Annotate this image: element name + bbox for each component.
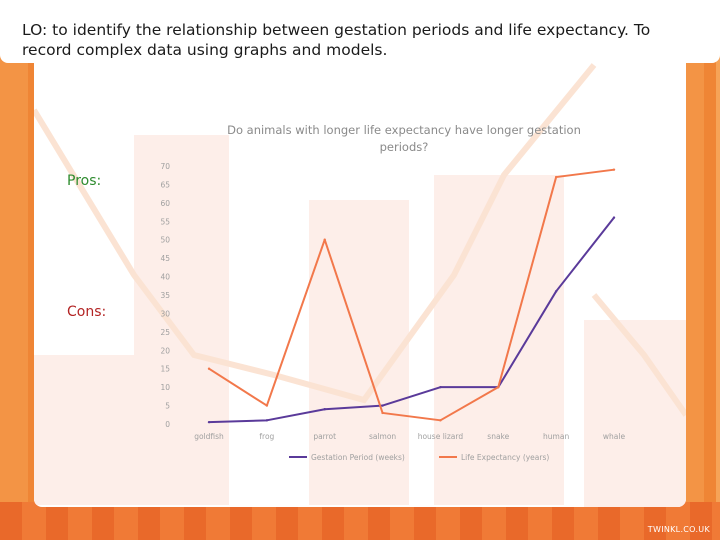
learning-objective: LO: to identify the relationship between… <box>22 21 651 59</box>
y-tick-label: 45 <box>160 254 170 263</box>
decor-block <box>309 200 409 505</box>
x-axis-ticks: goldfish frog parrot salmon house lizard snak… <box>194 432 625 441</box>
learning-objective-box: LO: to identify the relationship between… <box>0 0 720 63</box>
data-point <box>554 290 558 293</box>
decor-block <box>134 135 229 505</box>
chart-title-line: periods? <box>380 140 429 154</box>
y-tick-label: 55 <box>160 217 170 226</box>
y-tick-label: 60 <box>160 199 170 208</box>
x-tick-label: human <box>543 432 569 441</box>
decor-block <box>584 320 686 507</box>
y-tick-label: 70 <box>160 162 170 171</box>
data-point <box>612 216 616 219</box>
chart-title-line: Do animals with longer life expectancy h… <box>227 123 581 137</box>
legend: Gestation Period (weeks) Life Expectancy … <box>289 453 549 462</box>
data-point <box>265 419 269 422</box>
y-tick-label: 35 <box>160 291 170 300</box>
series-line-1 <box>208 216 615 424</box>
x-tick-label: frog <box>259 432 274 441</box>
cons-label: Cons: <box>67 304 107 320</box>
decor-line <box>591 293 686 417</box>
y-tick-label: 65 <box>160 180 170 189</box>
x-tick-label: parrot <box>313 432 336 441</box>
data-point <box>207 420 211 424</box>
legend-label: Life Expectancy (years) <box>461 453 549 462</box>
data-point <box>207 367 211 370</box>
data-point <box>439 419 442 422</box>
y-tick-label: 0 <box>165 420 170 429</box>
y-tick-label: 5 <box>165 402 170 411</box>
series-group <box>207 168 616 424</box>
data-point <box>497 385 500 389</box>
chart-title: Do animals with longer life expectancy h… <box>227 123 581 154</box>
x-tick-label: house lizard <box>418 432 464 441</box>
content-panel: Do animals with longer life expectancy h… <box>34 55 686 507</box>
legend-label: Gestation Period (weeks) <box>311 453 405 462</box>
footer-band <box>0 502 720 540</box>
series-line-2 <box>208 168 615 422</box>
data-point <box>612 168 616 171</box>
x-tick-label: whale <box>603 432 626 441</box>
faded-background-decor <box>34 63 686 507</box>
data-point <box>381 411 384 415</box>
pros-label: Pros: <box>67 173 102 189</box>
y-tick-label: 15 <box>160 365 170 374</box>
y-tick-label: 25 <box>160 328 170 337</box>
line-chart: Do animals with longer life expectancy h… <box>34 63 686 507</box>
data-point <box>554 175 558 179</box>
y-tick-label: 50 <box>160 236 170 245</box>
y-tick-label: 10 <box>160 383 170 392</box>
data-point <box>265 404 269 407</box>
x-tick-label: goldfish <box>194 432 224 441</box>
data-point <box>439 385 442 389</box>
data-point <box>381 404 384 407</box>
x-tick-label: snake <box>487 432 509 441</box>
y-axis-ticks: 0 5 10 15 20 25 30 35 40 45 50 55 60 65 70 <box>160 162 170 429</box>
y-tick-label: 30 <box>160 309 170 318</box>
decor-line <box>34 63 597 404</box>
data-point <box>323 408 326 411</box>
data-point <box>323 238 326 241</box>
y-tick-label: 20 <box>160 346 170 355</box>
y-tick-label: 40 <box>160 273 170 282</box>
brand-text: TWINKL.CO.UK <box>647 525 710 534</box>
x-tick-label: salmon <box>369 432 396 441</box>
